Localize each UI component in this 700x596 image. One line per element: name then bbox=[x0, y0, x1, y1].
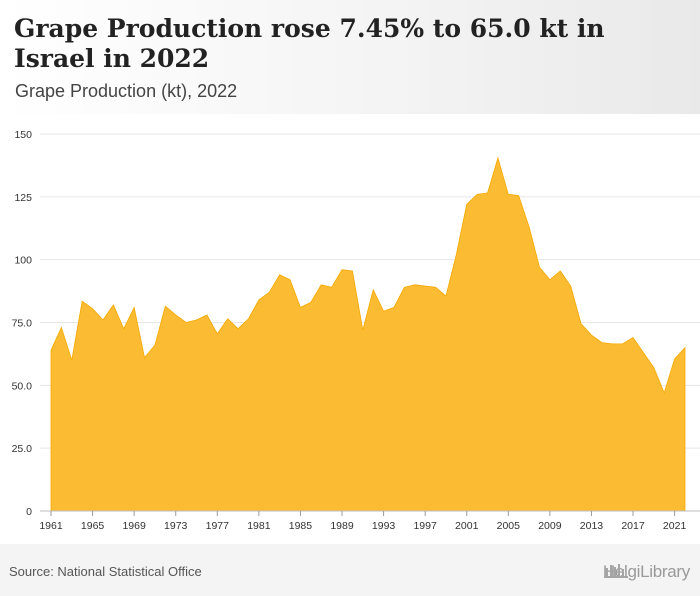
chart-title: Grape Production rose 7.45% to 65.0 kt i… bbox=[14, 14, 605, 73]
x-tick-label: 2017 bbox=[621, 520, 645, 532]
x-tick-label: 1985 bbox=[289, 520, 313, 532]
y-tick-label: 125 bbox=[14, 192, 32, 204]
x-tick-label: 1973 bbox=[164, 520, 188, 532]
chart-header: Grape Production rose 7.45% to 65.0 kt i… bbox=[0, 0, 700, 114]
x-tick-label: 2001 bbox=[455, 520, 479, 532]
chart-area: 0 25.0 50.0 75.0 100 125 150 1961 1965 1969 1973 19… bbox=[0, 114, 700, 544]
x-tick-label: 1997 bbox=[413, 520, 437, 532]
chart-subtitle: Grape Production (kt), 2022 bbox=[15, 81, 238, 101]
area-chart: 0 25.0 50.0 75.0 100 125 150 1961 1965 1969 1973 19… bbox=[12, 129, 700, 532]
x-tick-label: 1989 bbox=[330, 520, 354, 532]
y-tick-label: 50.0 bbox=[12, 380, 33, 392]
grape-production-area bbox=[50, 156, 686, 512]
helgi-library-logo: HelgiLibrary bbox=[603, 561, 690, 583]
x-tick-label: 2021 bbox=[663, 520, 687, 532]
y-tick-label: 150 bbox=[14, 129, 32, 141]
y-tick-label: 100 bbox=[14, 255, 32, 267]
x-tick-label: 1969 bbox=[122, 520, 146, 532]
x-tick-label: 2005 bbox=[497, 520, 521, 532]
x-tick-label: 1961 bbox=[39, 520, 63, 532]
x-tick-label: 2013 bbox=[580, 520, 604, 532]
x-tick-label: 1993 bbox=[372, 520, 396, 532]
y-tick-label: 0 bbox=[26, 506, 32, 518]
x-tick-label: 1981 bbox=[247, 520, 271, 532]
x-tick-label: 2009 bbox=[538, 520, 562, 532]
x-tick-label: 1965 bbox=[81, 520, 105, 532]
y-tick-label: 75.0 bbox=[12, 318, 33, 330]
library-building-icon bbox=[603, 564, 628, 578]
y-tick-label: 25.0 bbox=[12, 443, 33, 455]
source-note: Source: National Statistical Office bbox=[9, 564, 202, 579]
x-tick-label: 1977 bbox=[206, 520, 230, 532]
